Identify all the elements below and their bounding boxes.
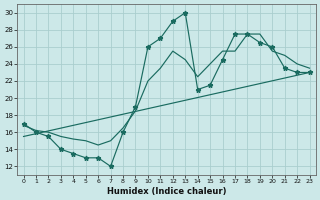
X-axis label: Humidex (Indice chaleur): Humidex (Indice chaleur): [107, 187, 226, 196]
